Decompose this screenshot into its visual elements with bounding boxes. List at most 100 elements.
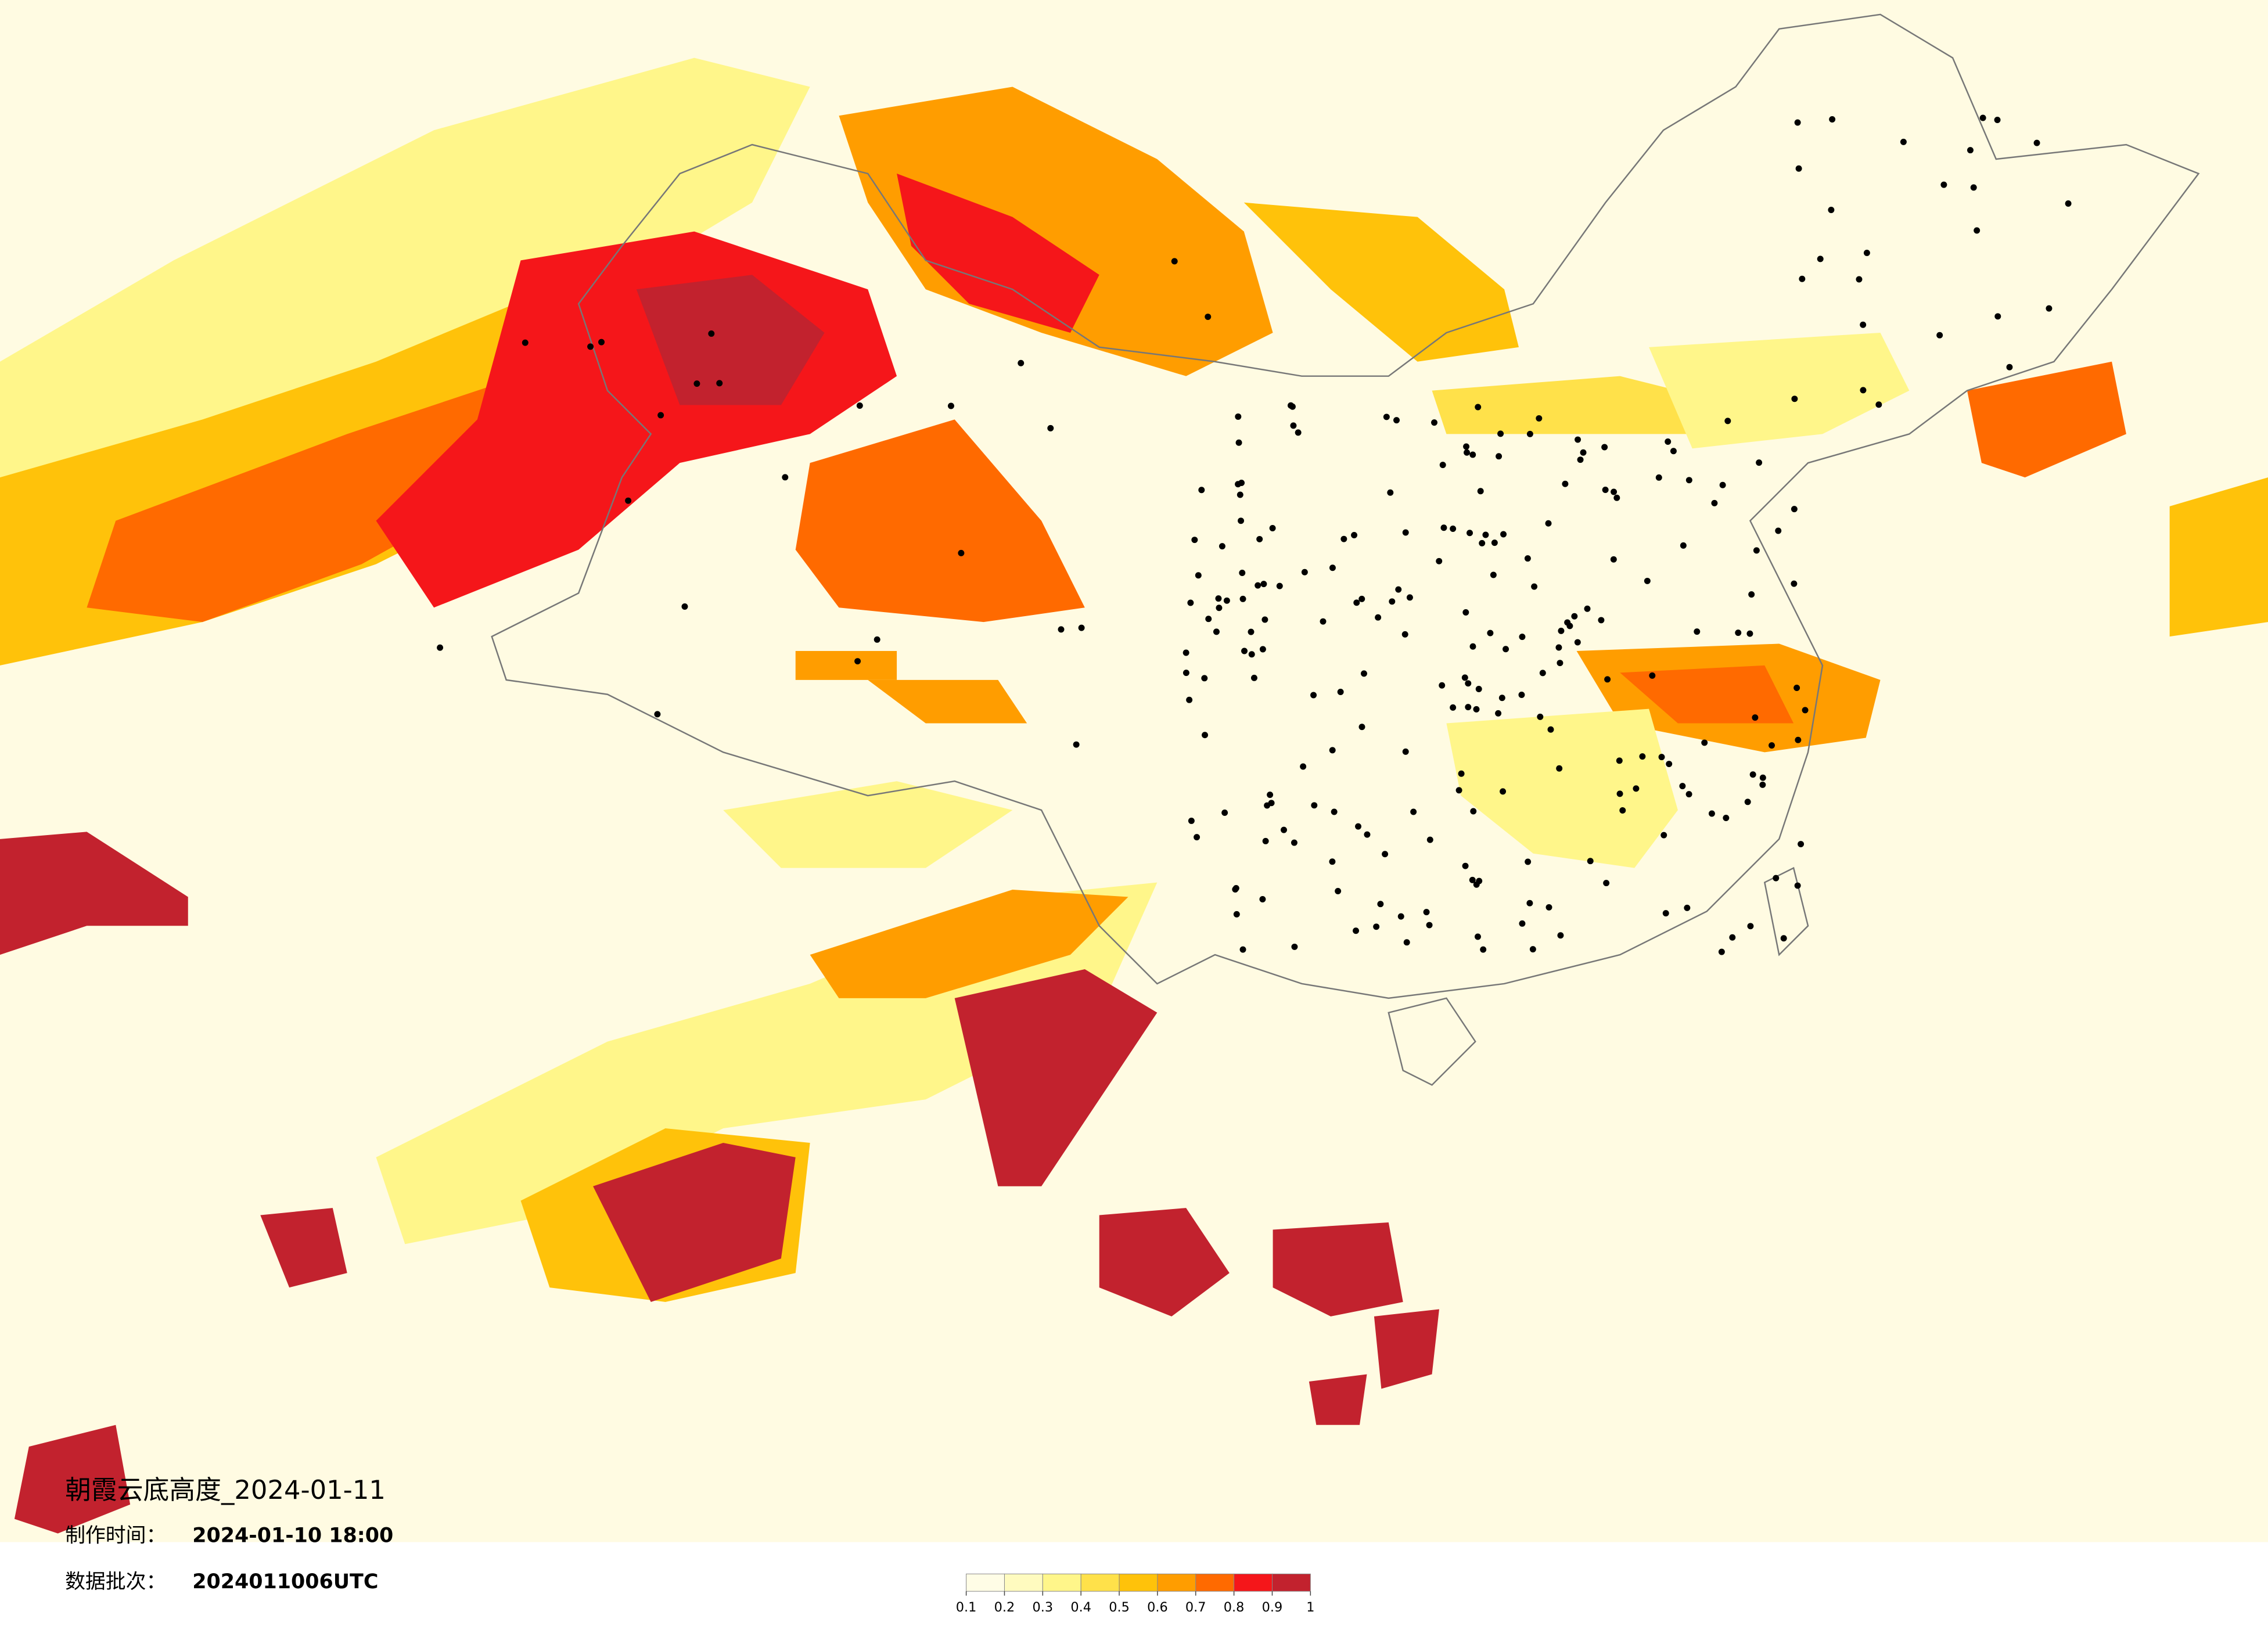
city-dot (1799, 275, 1806, 282)
info-value: 2024-01-10 18:00 (192, 1524, 393, 1548)
city-dot (1467, 530, 1473, 537)
city-dot (1701, 739, 1708, 746)
city-dot (1685, 477, 1692, 484)
city-dot (1749, 771, 1756, 778)
city-dot (1936, 332, 1943, 339)
city-dot (1798, 841, 1805, 848)
city-dot (1255, 582, 1261, 589)
city-dot (1406, 594, 1413, 601)
city-dot (1496, 453, 1503, 460)
city-dot (1875, 401, 1882, 408)
city-dot (1373, 923, 1380, 930)
city-dot (1402, 529, 1409, 536)
city-dot (598, 339, 605, 346)
city-dot (1598, 617, 1605, 624)
city-dot (1191, 537, 1198, 544)
city-dot (1791, 580, 1798, 587)
city-dot (1477, 488, 1484, 495)
city-dot (1358, 595, 1365, 602)
city-dot (1562, 480, 1569, 487)
city-dot (1259, 646, 1266, 653)
city-dot (1829, 116, 1836, 123)
city-dot (1519, 920, 1526, 927)
city-dot (693, 380, 700, 387)
cloud-field (0, 57, 2268, 1534)
city-markers (437, 114, 2072, 955)
city-dot (1662, 910, 1669, 917)
city-dot (1337, 689, 1344, 695)
legend-tick-label: 0.3 (1033, 1600, 1054, 1615)
city-dot (1613, 494, 1620, 501)
city-dot (947, 402, 954, 409)
city-dot (1215, 595, 1222, 602)
city-dot (1759, 774, 1766, 781)
city-dot (1518, 691, 1525, 698)
city-dot (1239, 595, 1246, 602)
city-dot (1679, 783, 1686, 790)
city-dot (1555, 644, 1562, 651)
city-dot (1018, 359, 1025, 366)
city-dot (1462, 862, 1469, 869)
city-dot (1719, 481, 1726, 488)
legend-tick-label: 0.6 (1147, 1600, 1168, 1615)
city-dot (1802, 707, 1809, 714)
city-dot (1795, 165, 1802, 172)
city-dot (2033, 139, 2040, 146)
city-dot (1233, 911, 1240, 918)
legend-tick-label: 0.5 (1109, 1600, 1130, 1615)
city-dot (1900, 138, 1907, 145)
city-dot (1479, 539, 1486, 546)
city-dot (1410, 808, 1417, 815)
city-dot (1078, 624, 1085, 631)
city-dot (1335, 888, 1342, 894)
legend-tick-label: 0.7 (1185, 1600, 1206, 1615)
city-dot (1248, 628, 1255, 635)
city-dot (1194, 834, 1201, 841)
city-dot (1746, 630, 1753, 637)
city-dot (1383, 413, 1390, 420)
city-dot (1482, 531, 1489, 538)
city-dot (1694, 628, 1701, 635)
city-dot (1863, 249, 1870, 256)
city-dot (1475, 404, 1482, 411)
city-dot (1610, 556, 1617, 563)
city-dot (1817, 256, 1824, 262)
city-dot (1238, 517, 1245, 524)
city-dot (1389, 598, 1396, 605)
city-dot (1794, 882, 1801, 889)
map-title: 朝霞云底高度_2024-01-11 (65, 1474, 386, 1505)
legend-swatch (1195, 1573, 1235, 1592)
city-dot (1310, 692, 1317, 699)
city-dot (1469, 451, 1476, 458)
city-dot (1402, 748, 1409, 755)
city-dot (1289, 403, 1296, 410)
city-dot (1182, 670, 1189, 677)
city-dot (1465, 680, 1472, 687)
city-dot (1269, 525, 1276, 531)
city-dot (1649, 672, 1656, 679)
city-dot (1260, 581, 1267, 588)
city-dot (1470, 808, 1477, 815)
legend-tick-label: 0.9 (1262, 1600, 1283, 1615)
city-dot (1500, 531, 1507, 538)
city-dot (1744, 798, 1751, 805)
info-label: 制作时间： (65, 1524, 166, 1548)
city-dot (1221, 810, 1228, 816)
city-dot (1267, 792, 1274, 798)
city-dot (1611, 488, 1618, 495)
city-dot (1463, 443, 1470, 450)
city-dot (1465, 704, 1472, 711)
city-dot (1665, 438, 1672, 445)
city-dot (1436, 557, 1443, 564)
city-dot (1223, 597, 1230, 604)
legend-tick-label: 0.2 (994, 1600, 1015, 1615)
city-dot (1291, 839, 1297, 846)
city-dot (587, 343, 594, 350)
city-dot (856, 402, 863, 409)
legend-swatch (966, 1573, 1005, 1592)
city-dot (1205, 314, 1212, 321)
city-dot (1602, 487, 1609, 493)
city-dot (1201, 675, 1208, 682)
legend-swatch (1234, 1573, 1273, 1592)
city-dot (1735, 629, 1742, 636)
